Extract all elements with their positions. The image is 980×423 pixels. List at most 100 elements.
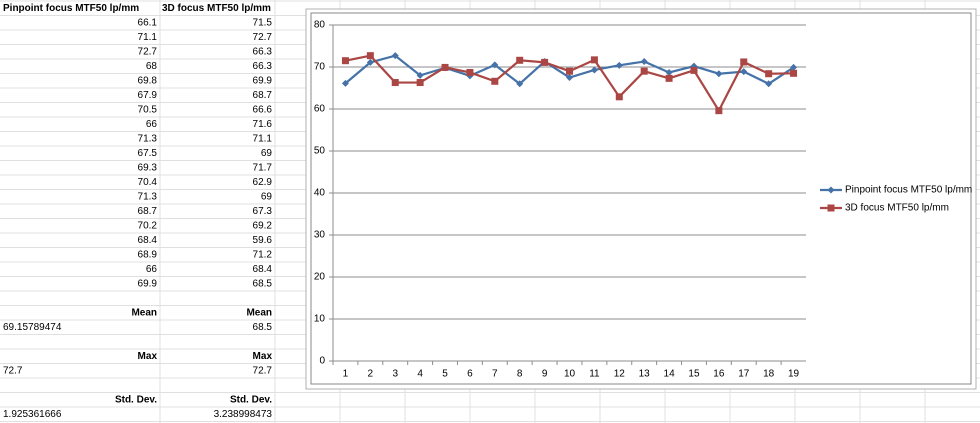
- marker: [366, 52, 374, 60]
- marker: [516, 56, 524, 64]
- x-tick-label: 3: [392, 369, 398, 380]
- marker: [640, 67, 648, 75]
- marker: [615, 93, 623, 101]
- cell-value: 71.3: [138, 133, 158, 144]
- cell-value: 71.3: [138, 191, 158, 202]
- y-tick-label: 50: [314, 146, 326, 157]
- x-tick-label: 8: [517, 369, 523, 380]
- cell-value: 69.8: [138, 75, 158, 86]
- cell-value: 66.3: [253, 61, 273, 72]
- cell-value: 68.7: [138, 206, 158, 217]
- cell-value: 72.7: [253, 32, 273, 43]
- y-tick-label: 20: [314, 272, 326, 283]
- cell-value: 69: [261, 148, 273, 159]
- x-tick-label: 18: [763, 369, 775, 380]
- cell-value: 69.9: [138, 278, 158, 289]
- column-header: Pinpoint focus MTF50 lp/mm: [3, 3, 139, 14]
- marker: [566, 74, 573, 81]
- x-tick-label: 4: [417, 369, 423, 380]
- stat-value: 1.925361666: [3, 409, 62, 420]
- x-tick-label: 6: [467, 369, 473, 380]
- cell-value: 68.4: [253, 264, 273, 275]
- stat-value: 72.7: [253, 365, 273, 376]
- marker: [665, 68, 673, 76]
- y-tick-label: 60: [314, 104, 326, 115]
- marker: [541, 58, 549, 66]
- stat-value: 72.7: [3, 365, 23, 376]
- cell-value: 67.5: [138, 148, 158, 159]
- marker: [391, 79, 399, 87]
- cell-value: 72.7: [138, 46, 158, 57]
- marker: [416, 71, 424, 79]
- cell-value: 66: [146, 264, 158, 275]
- x-tick-label: 7: [492, 369, 498, 380]
- x-tick-label: 15: [688, 369, 700, 380]
- marker: [740, 58, 748, 66]
- x-tick-label: 13: [639, 369, 651, 380]
- marker: [416, 79, 424, 87]
- cell-value: 71.7: [253, 162, 273, 173]
- cell-value: 66.6: [253, 104, 273, 115]
- cell-value: 71.1: [138, 32, 158, 43]
- cell-value: 67.3: [253, 206, 273, 217]
- y-tick-label: 80: [314, 20, 326, 31]
- marker: [827, 186, 835, 194]
- marker: [765, 70, 773, 78]
- x-tick-label: 14: [664, 369, 676, 380]
- stat-value: 69.15789474: [3, 322, 62, 333]
- y-tick-label: 70: [314, 62, 326, 73]
- y-tick-label: 0: [319, 356, 325, 367]
- y-tick-label: 40: [314, 188, 326, 199]
- marker: [827, 204, 835, 212]
- stat-label: Mean: [131, 307, 157, 318]
- marker: [590, 66, 598, 74]
- x-tick-label: 12: [614, 369, 626, 380]
- stat-label: Std. Dev.: [230, 394, 272, 405]
- x-tick-label: 5: [442, 369, 448, 380]
- legend-label: 3D focus MTF50 lp/mm: [845, 203, 949, 214]
- cell-value: 70.5: [138, 104, 158, 115]
- cell-value: 66: [146, 119, 158, 130]
- cell-value: 68.4: [138, 235, 158, 246]
- marker: [715, 70, 723, 78]
- cell-value: 66.3: [253, 46, 273, 57]
- legend-label: Pinpoint focus MTF50 lp/mm: [845, 185, 972, 196]
- cell-value: 68.7: [253, 90, 273, 101]
- marker: [690, 66, 698, 74]
- cell-value: 68.5: [253, 278, 273, 289]
- y-tick-label: 30: [314, 230, 326, 241]
- cell-value: 68: [146, 61, 158, 72]
- cell-value: 71.5: [253, 17, 273, 28]
- cell-value: 62.9: [253, 177, 273, 188]
- stat-label: Max: [253, 351, 273, 362]
- stat-label: Max: [138, 351, 158, 362]
- marker: [566, 67, 573, 75]
- x-tick-label: 1: [343, 369, 349, 380]
- marker: [615, 61, 623, 69]
- marker: [491, 61, 499, 69]
- cell-value: 71.1: [253, 133, 273, 144]
- marker: [466, 68, 474, 76]
- cell-value: 69.3: [138, 162, 158, 173]
- cell-value: 71.2: [253, 249, 273, 260]
- cell-value: 67.9: [138, 90, 158, 101]
- cells: Pinpoint focus MTF50 lp/mm 3D focus MTF50…: [3, 3, 272, 420]
- x-tick-label: 19: [788, 369, 800, 380]
- x-tick-label: 9: [542, 369, 548, 380]
- marker: [765, 80, 773, 88]
- x-tick-label: 2: [368, 369, 374, 380]
- cell-value: 68.9: [138, 249, 158, 260]
- x-tick-label: 16: [713, 369, 725, 380]
- cell-value: 70.4: [138, 177, 158, 188]
- marker: [715, 107, 723, 115]
- cell-value: 66.1: [138, 17, 158, 28]
- marker: [590, 56, 598, 64]
- x-tick-label: 17: [738, 369, 750, 380]
- column-header: 3D focus MTF50 lp/mm: [162, 3, 271, 14]
- marker: [366, 58, 374, 66]
- cell-value: 69.2: [253, 220, 273, 231]
- marker: [640, 58, 648, 66]
- stat-value: 3.238998473: [214, 409, 273, 420]
